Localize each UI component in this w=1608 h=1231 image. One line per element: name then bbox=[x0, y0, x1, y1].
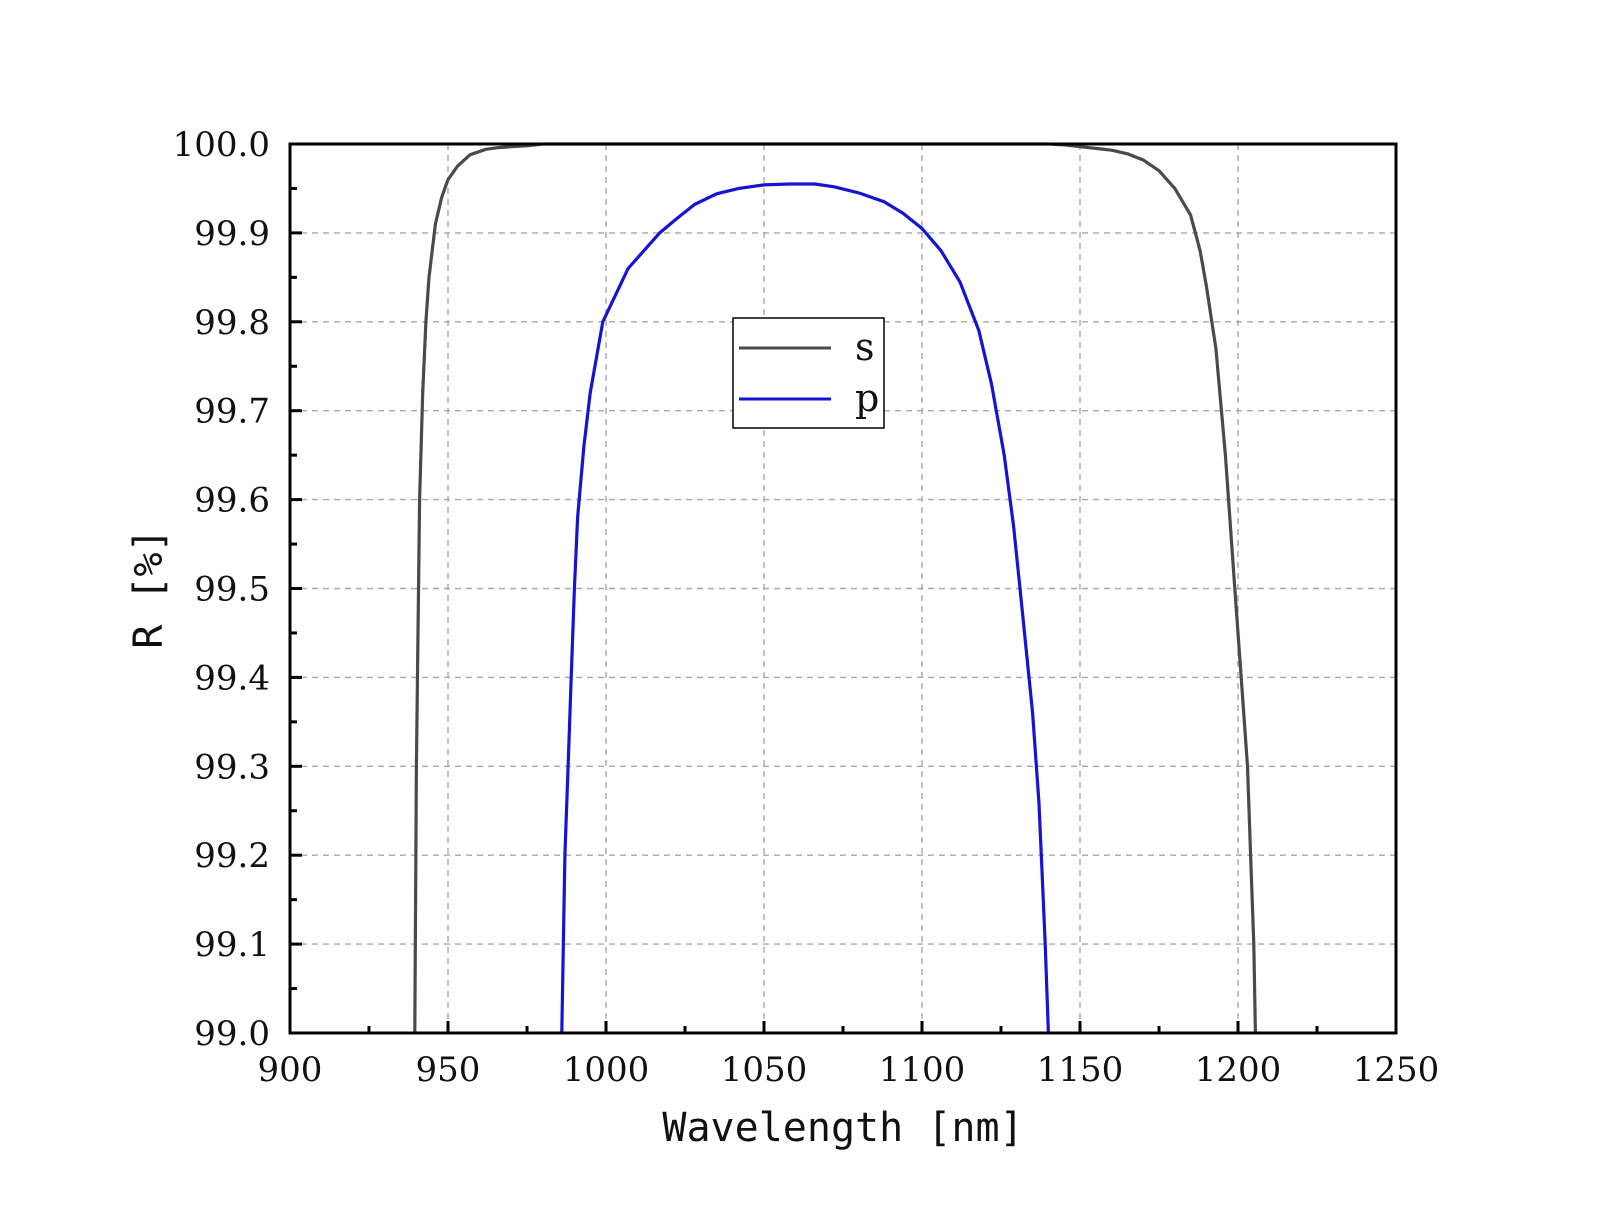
legend-label-p: p bbox=[855, 376, 879, 420]
y-tick-label: 99.9 bbox=[194, 214, 270, 254]
y-tick-label: 99.8 bbox=[194, 303, 270, 343]
y-axis-title: R [%] bbox=[126, 528, 172, 648]
legend: s p bbox=[732, 317, 885, 429]
y-tick-labels: 99.0 99.1 99.2 99.3 99.4 99.5 99.6 99.7 99.8 99.9… bbox=[173, 125, 270, 1054]
y-tick-label: 99.0 bbox=[194, 1014, 270, 1054]
x-tick-label: 1250 bbox=[1353, 1050, 1440, 1090]
x-tick-label: 1200 bbox=[1195, 1050, 1282, 1090]
y-tick-label: 100.0 bbox=[173, 125, 270, 165]
y-tick-label: 99.4 bbox=[194, 658, 270, 698]
y-tick-label: 99.1 bbox=[194, 925, 270, 965]
y-tick-label: 99.6 bbox=[194, 481, 270, 521]
y-tick-label: 99.2 bbox=[194, 836, 270, 876]
x-tick-label: 1100 bbox=[879, 1050, 966, 1090]
y-tick-label: 99.7 bbox=[194, 392, 270, 432]
series-line-p bbox=[560, 182, 1050, 1034]
legend-box bbox=[732, 317, 885, 429]
x-tick-labels: 900 950 1000 1050 1100 1150 1200 1250 bbox=[258, 1050, 1440, 1090]
y-tick-label: 99.3 bbox=[194, 747, 270, 787]
x-tick-label: 1050 bbox=[721, 1050, 808, 1090]
x-tick-label: 1000 bbox=[563, 1050, 650, 1090]
x-tick-label: 900 bbox=[258, 1050, 323, 1090]
y-tick-label: 99.5 bbox=[194, 570, 270, 610]
legend-label-s: s bbox=[855, 325, 875, 369]
x-axis-title: Wavelength [nm] bbox=[662, 1105, 1023, 1151]
x-tick-label: 1150 bbox=[1037, 1050, 1124, 1090]
axis-ticks bbox=[288, 142, 1398, 1035]
x-tick-label: 950 bbox=[416, 1050, 481, 1090]
